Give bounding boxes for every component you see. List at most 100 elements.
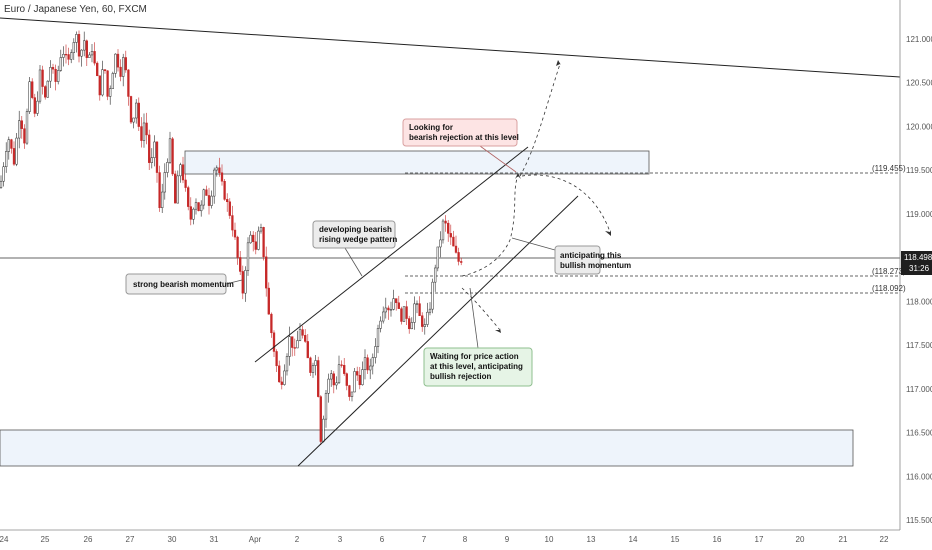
wedge-upper-line[interactable] <box>254 146 529 363</box>
wedge-lower-line[interactable] <box>297 195 579 467</box>
candle <box>46 80 49 98</box>
candle <box>187 185 190 211</box>
time-tick-label: 20 <box>796 535 805 544</box>
candle <box>358 366 361 390</box>
candle <box>369 358 372 380</box>
candle <box>335 376 338 390</box>
candle <box>54 64 57 91</box>
candle <box>259 223 263 234</box>
candle <box>314 354 317 376</box>
candle <box>363 349 367 380</box>
current-price-value: 118.498 <box>904 253 932 262</box>
candle <box>452 230 455 247</box>
resistance-zone[interactable] <box>184 150 650 175</box>
note-developing[interactable]: developing bearish rising wedge pattern <box>312 220 397 277</box>
candle <box>111 71 114 89</box>
candle <box>449 224 452 245</box>
note-looking-for-line2: bearish rejection at this level <box>409 133 519 142</box>
price-tick-label: 117.000 <box>906 385 932 394</box>
candle <box>51 63 55 74</box>
candle <box>267 282 270 315</box>
projection-arrowheads <box>495 60 611 333</box>
candle <box>444 215 447 232</box>
time-tick-label: 30 <box>168 535 177 544</box>
candle <box>327 373 330 403</box>
candle <box>262 226 265 261</box>
time-tick-label: 15 <box>671 535 680 544</box>
candle <box>405 300 408 325</box>
time-tick-label: 31 <box>210 535 219 544</box>
candle <box>374 338 377 364</box>
candle <box>272 330 276 357</box>
candle <box>454 235 458 254</box>
price-tick-label: 116.000 <box>906 472 932 481</box>
candle <box>291 336 294 357</box>
time-tick-label: 8 <box>463 535 468 544</box>
candle <box>72 38 75 60</box>
note-anticipating-line1: anticipating this <box>560 251 622 260</box>
candle <box>12 141 16 166</box>
candle <box>382 306 385 324</box>
candle <box>174 170 177 204</box>
time-tick-label: 17 <box>755 535 764 544</box>
candle <box>59 49 62 72</box>
candle <box>288 326 291 366</box>
candle <box>306 334 309 359</box>
note-developing-line2: rising wedge pattern <box>319 235 397 244</box>
long-term-resistance-line[interactable] <box>0 17 901 78</box>
candle <box>421 312 424 332</box>
candle <box>23 124 26 149</box>
time-tick-label: 26 <box>84 535 93 544</box>
candle <box>181 156 185 184</box>
note-anticipating-line2: bullish momentum <box>560 261 631 270</box>
price-tick-label: 116.500 <box>906 429 932 438</box>
time-tick-label: 25 <box>41 535 50 544</box>
note-strong[interactable]: strong bearish momentum <box>125 273 243 295</box>
candle <box>415 300 419 314</box>
candle <box>176 170 179 204</box>
candle <box>28 77 31 114</box>
candle <box>400 306 403 325</box>
note-waiting[interactable]: Waiting for price action at this level, … <box>423 287 533 387</box>
candle <box>257 226 260 251</box>
candle <box>140 117 143 148</box>
note-looking-for[interactable]: Looking for bearish rejection at this le… <box>402 118 519 173</box>
note-waiting-line1: Waiting for price action <box>430 352 519 361</box>
candle <box>270 312 273 338</box>
candle <box>356 366 359 381</box>
time-tick-label: 13 <box>587 535 596 544</box>
candle <box>337 355 341 384</box>
candle <box>101 60 104 97</box>
candle <box>168 131 172 164</box>
candle <box>70 49 73 64</box>
candle <box>397 295 400 309</box>
time-tick-label: 16 <box>713 535 722 544</box>
support-zone[interactable] <box>0 429 854 467</box>
candle <box>371 353 374 375</box>
candle <box>439 231 442 258</box>
candle <box>434 264 437 292</box>
note-anticipating[interactable]: anticipating this bullish momentum <box>511 237 631 275</box>
candle <box>239 251 242 275</box>
time-tick-label: 22 <box>880 535 889 544</box>
candle <box>103 69 107 74</box>
candle <box>431 278 434 314</box>
candle <box>7 136 10 160</box>
current-price-tag: 118.498 31:26 <box>901 251 932 275</box>
price-tick-label: 121.000 <box>906 35 932 44</box>
candle <box>150 148 153 169</box>
candle <box>161 183 164 214</box>
note-looking-for-line1: Looking for <box>409 123 453 132</box>
candle <box>10 138 13 154</box>
price-tick-label: 119.000 <box>906 210 932 219</box>
note-developing-line1: developing bearish <box>319 225 392 234</box>
candle <box>197 202 200 212</box>
arrowhead-up <box>556 60 561 66</box>
candle <box>67 47 70 66</box>
candle <box>137 97 140 131</box>
candle <box>236 235 239 265</box>
note-strong-line1: strong bearish momentum <box>133 280 234 289</box>
candle <box>49 60 52 88</box>
candle <box>311 362 315 378</box>
